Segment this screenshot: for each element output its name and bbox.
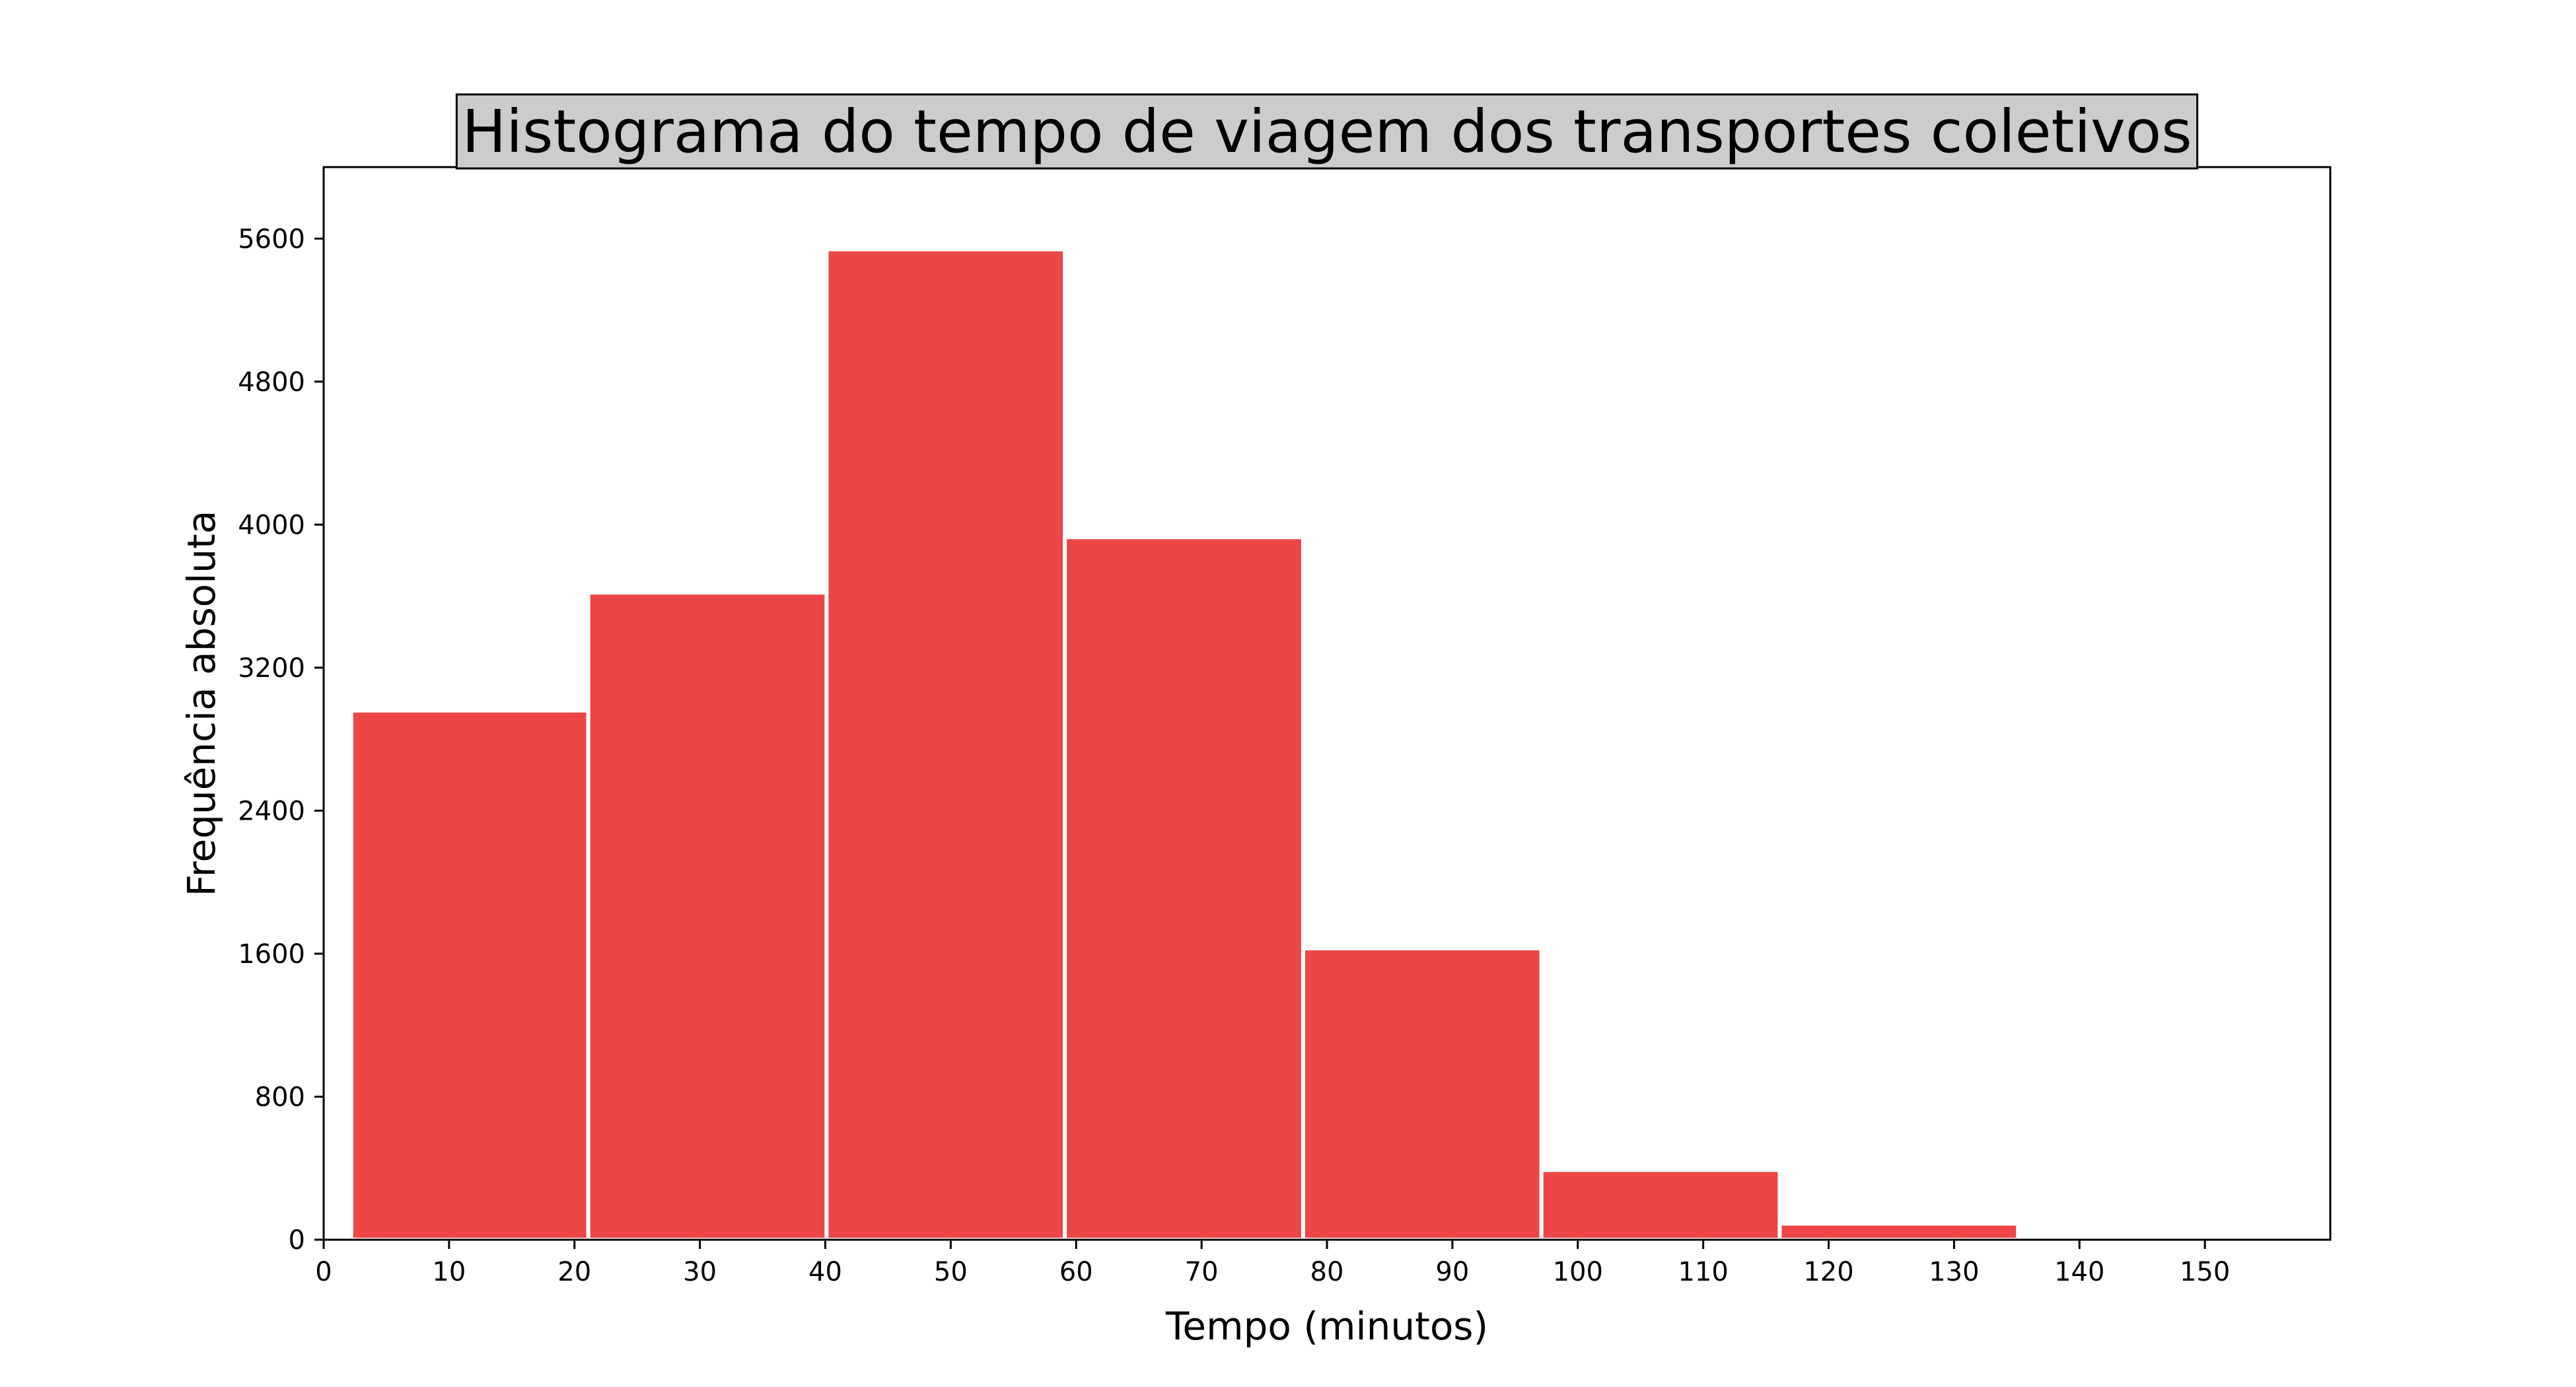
- x-tick-label: 20: [557, 1257, 591, 1287]
- y-tick-label: 2400: [238, 796, 305, 826]
- x-tick-label: 120: [1803, 1257, 1853, 1287]
- x-tick-label: 70: [1185, 1257, 1219, 1287]
- y-tick-label: 5600: [238, 224, 305, 254]
- y-axis-ticks: 0 800 1600 2400 3200 4000 4800 5600: [238, 224, 324, 1256]
- x-tick-label: 30: [683, 1257, 717, 1287]
- x-tick-label: 40: [808, 1257, 842, 1287]
- x-tick-label: 140: [2054, 1257, 2104, 1287]
- y-tick-label: 800: [255, 1082, 305, 1112]
- chart-title: Histograma do tempo de viagem dos transp…: [462, 97, 2192, 166]
- x-axis-label: Tempo (minutos): [1165, 1304, 1488, 1349]
- x-axis-ticks: 0 10 20 30 40 50 60 70 80 90 100 110 120 130 140 150: [315, 1240, 2230, 1287]
- histogram-bar: [1063, 535, 1305, 1242]
- y-tick-label: 4800: [238, 367, 305, 398]
- chart-title-box: [455, 93, 2199, 170]
- y-tick-label: 4000: [238, 510, 305, 540]
- x-tick-label: 130: [1929, 1257, 1979, 1287]
- x-tick-label: 10: [432, 1257, 466, 1287]
- histogram-bar: [1777, 1221, 2021, 1242]
- y-tick-label: 0: [289, 1225, 305, 1256]
- x-tick-label: 50: [934, 1257, 968, 1287]
- histogram-bar: [1539, 1168, 1782, 1242]
- histogram-bar: [1301, 946, 1544, 1242]
- x-tick-label: 0: [315, 1257, 332, 1287]
- histogram-bar: [824, 247, 1067, 1242]
- x-tick-label: 80: [1310, 1257, 1344, 1287]
- y-tick-label: 1600: [238, 939, 305, 970]
- x-tick-label: 100: [1553, 1257, 1603, 1287]
- histogram-bar: [349, 708, 590, 1242]
- histogram-bars: [349, 247, 2258, 1242]
- x-tick-label: 60: [1059, 1257, 1093, 1287]
- x-tick-label: 90: [1435, 1257, 1469, 1287]
- y-axis-label: Frequência absoluta: [179, 511, 224, 897]
- x-tick-label: 110: [1678, 1257, 1728, 1287]
- x-tick-label: 150: [2180, 1257, 2230, 1287]
- histogram-bar: [586, 590, 829, 1242]
- y-tick-label: 3200: [238, 653, 305, 684]
